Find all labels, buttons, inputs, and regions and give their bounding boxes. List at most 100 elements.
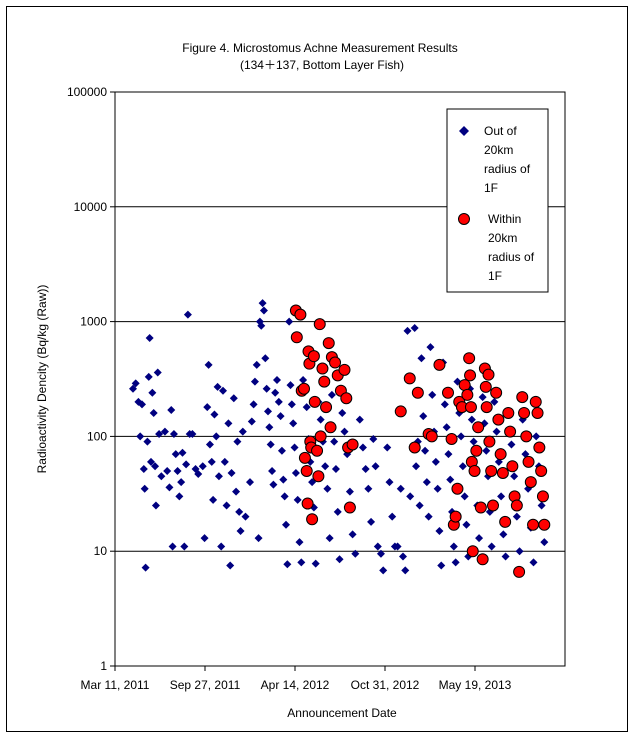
data-point-out-of-20km [421, 446, 430, 455]
data-point-out-of-20km [220, 457, 229, 466]
data-point-out-of-20km [229, 394, 238, 403]
data-point-out-of-20km [213, 382, 222, 391]
data-point-out-of-20km [316, 415, 325, 424]
data-point-out-of-20km [178, 448, 187, 457]
data-point-out-of-20km [451, 558, 460, 567]
data-point-out-of-20km [207, 457, 216, 466]
chart-title: Figure 4. Microstomus Achne Measurement … [182, 41, 457, 55]
data-point-within-20km [536, 490, 549, 503]
data-point-out-of-20km [417, 354, 426, 363]
data-point-out-of-20km [268, 466, 277, 475]
data-point-out-of-20km [460, 492, 469, 501]
data-point-within-20km [294, 308, 307, 321]
data-point-within-20km [527, 518, 540, 531]
data-point-within-20km [529, 395, 542, 408]
data-point-within-20km [290, 331, 303, 344]
data-point-out-of-20km [210, 410, 219, 419]
data-point-out-of-20km [293, 495, 302, 504]
data-point-out-of-20km [321, 462, 330, 471]
data-point-within-20km [466, 545, 479, 558]
data-point-out-of-20km [383, 443, 392, 452]
data-point-out-of-20km [499, 530, 508, 539]
data-point-out-of-20km [219, 386, 227, 395]
data-point-within-20km [307, 350, 320, 363]
data-point-out-of-20km [415, 501, 424, 510]
data-point-out-of-20km [177, 478, 186, 487]
data-point-out-of-20km [444, 450, 453, 459]
data-point-out-of-20km [262, 384, 271, 393]
x-tick-label: Apr 14, 2012 [261, 678, 330, 692]
plot-area-border [114, 91, 566, 667]
data-point-within-20km [461, 388, 474, 401]
data-point-within-20km [535, 464, 548, 477]
data-point-out-of-20km [367, 517, 376, 526]
data-point-out-of-20km [226, 561, 235, 570]
data-point-out-of-20km [157, 472, 166, 481]
data-point-within-20km [301, 497, 314, 510]
data-point-out-of-20km [401, 566, 410, 575]
data-point-out-of-20km [297, 558, 306, 567]
data-point-within-20km [533, 441, 546, 454]
data-point-out-of-20km [129, 384, 137, 393]
data-point-out-of-20km [141, 563, 150, 572]
data-point-within-20km [470, 444, 483, 457]
data-point-within-20km [502, 406, 515, 419]
data-point-out-of-20km [497, 492, 506, 501]
data-point-out-of-20km [482, 446, 491, 455]
data-point-out-of-20km [169, 429, 178, 438]
data-point-within-20km [464, 401, 477, 414]
data-point-out-of-20km [283, 560, 292, 569]
data-point-out-of-20km [369, 434, 378, 443]
data-point-within-20km [531, 406, 544, 419]
data-point-out-of-20km [261, 354, 270, 363]
x-tick-label: Sep 27, 2011 [170, 678, 241, 692]
data-point-out-of-20km [188, 429, 197, 438]
data-point-within-20km [449, 510, 462, 523]
data-point-out-of-20km [467, 415, 476, 424]
data-point-out-of-20km [333, 507, 342, 516]
data-point-out-of-20km [183, 310, 192, 319]
data-point-out-of-20km [274, 397, 283, 406]
data-point-out-of-20km [265, 423, 274, 432]
data-point-out-of-20km [167, 405, 176, 414]
data-point-within-20km [394, 405, 407, 418]
data-point-within-20km [408, 441, 421, 454]
data-point-out-of-20km [385, 478, 394, 487]
data-point-out-of-20km [540, 538, 549, 547]
data-point-within-20km [464, 369, 477, 382]
data-point-out-of-20km [148, 388, 157, 397]
data-point-within-20km [496, 466, 509, 479]
data-point-out-of-20km [232, 487, 241, 496]
data-point-within-20km [338, 363, 351, 376]
data-point-out-of-20km [532, 432, 541, 441]
data-point-out-of-20km [512, 512, 521, 521]
data-point-out-of-20km [182, 460, 191, 469]
data-point-within-20km [468, 464, 481, 477]
data-point-out-of-20km [227, 468, 236, 477]
data-point-within-20km [313, 318, 326, 331]
data-point-out-of-20km [335, 555, 344, 564]
data-point-within-20km [472, 421, 485, 434]
legend-box [446, 108, 549, 293]
data-point-out-of-20km [396, 484, 405, 493]
data-point-out-of-20km [222, 501, 231, 510]
data-point-out-of-20km [422, 478, 431, 487]
x-tick-label: Mar 11, 2011 [81, 678, 150, 692]
data-point-out-of-20km [138, 400, 146, 409]
data-point-within-20km [513, 565, 526, 578]
data-point-within-20km [520, 430, 533, 443]
data-point-out-of-20km [457, 432, 466, 441]
data-point-out-of-20km [144, 372, 153, 381]
data-point-out-of-20km [151, 462, 160, 471]
data-point-within-20km [479, 380, 492, 393]
data-point-out-of-20km [475, 534, 484, 543]
data-point-out-of-20km [200, 534, 209, 543]
y-tick-label: 1000 [80, 315, 107, 329]
data-point-out-of-20km [165, 483, 174, 492]
data-point-out-of-20km [209, 495, 218, 504]
x-tick-label: May 19, 2013 [439, 678, 512, 692]
data-point-out-of-20km [325, 534, 334, 543]
data-point-out-of-20km [205, 440, 214, 449]
data-point-out-of-20km [153, 368, 162, 377]
data-point-out-of-20km [289, 419, 298, 428]
